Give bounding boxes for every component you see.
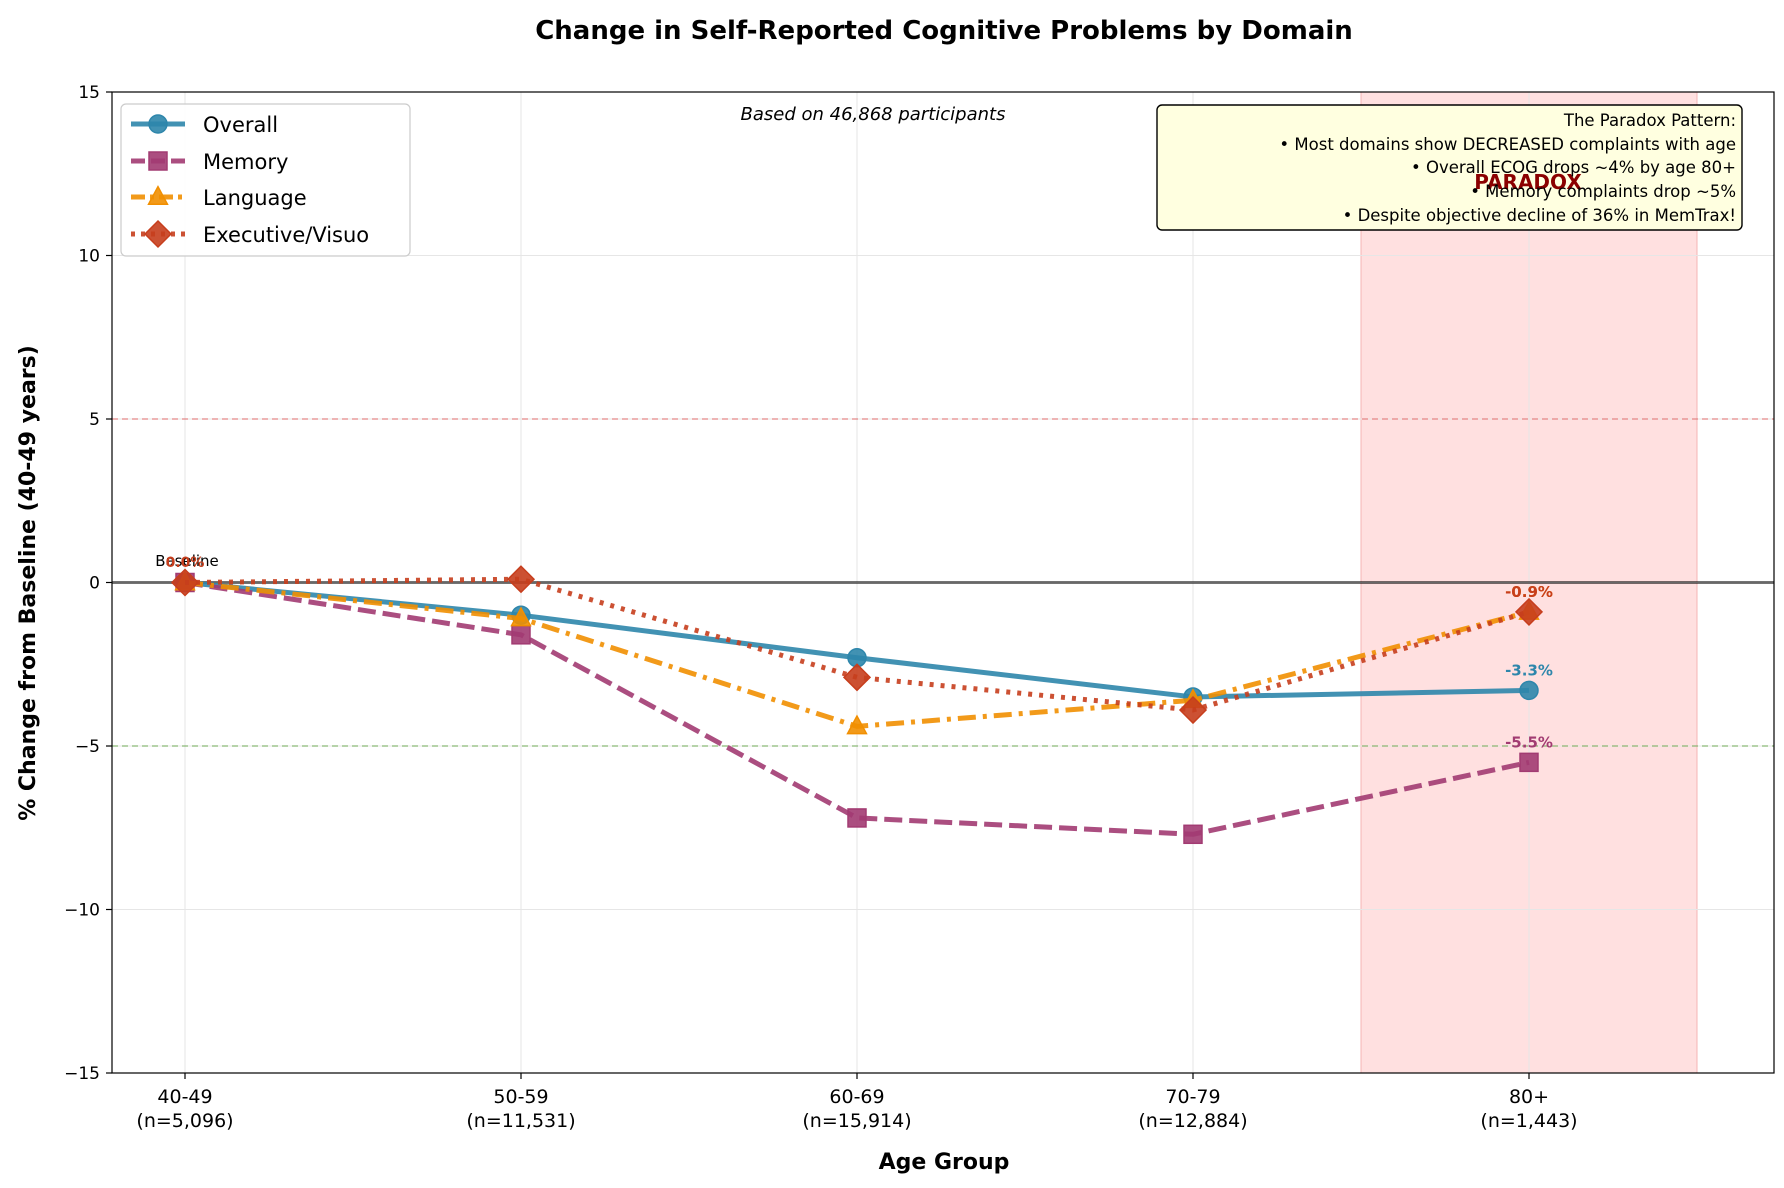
legend-label-memory: Memory [203,150,288,174]
x-tick-sublabel: (n=11,531) [466,1110,575,1132]
paradox-callout-box [1156,104,1743,231]
legend-marker-language [147,185,169,205]
data-point-executive-visuo [1514,597,1544,626]
legend-label-executive-visuo: Executive/Visuo [203,223,369,247]
x-tick-sublabel: (n=12,884) [1138,1110,1247,1132]
legend-marker-executive-visuo [143,219,173,249]
data-point-executive-visuo [1178,695,1208,725]
data-point-overall [1519,680,1539,701]
data-point-executive-visuo [170,568,200,597]
end-value-label-language: -0.9% [1505,583,1553,601]
x-tick-label: 70-79 [1165,1086,1220,1108]
chart-title: Change in Self-Reported Cognitive Proble… [535,16,1353,46]
baseline-value-label: 0.0% [166,555,205,571]
y-tick-label: −15 [64,1064,100,1084]
y-tick-label: 0 [89,574,100,594]
series-executive-visuo [170,565,1544,725]
legend-marker-overall [148,114,168,134]
paradox-callout: PARADOX The Paradox Pattern: • Most doma… [1156,104,1743,231]
x-tick-sublabel: (n=1,443) [1480,1110,1577,1132]
data-point-language [846,714,868,735]
participants-note: Based on 46,868 participants [741,104,1006,125]
paradox-callout-line-4: • Despite objective decline of 36% in Me… [1343,206,1736,225]
x-tick-sublabel: (n=15,914) [802,1110,911,1132]
end-value-label-memory: -5.5% [1505,733,1553,751]
y-tick-label: 15 [78,83,100,103]
end-value-label-executive-visuo: -0.9% [1505,583,1553,601]
x-axis-label: Age Group [879,1150,1010,1175]
paradox-callout-line-3: • Memory complaints drop ~5% [1470,182,1736,201]
legend-symbols [131,114,185,249]
data-point-memory [511,625,531,645]
data-point-executive-visuo [842,663,872,692]
series-line-memory [184,580,1530,837]
baseline-label: Baseline [155,552,219,570]
y-tick-label: −5 [75,737,100,757]
reference-lines [112,418,1774,747]
x-tick-label: 60-69 [829,1086,884,1108]
legend-label-language: Language [203,186,307,210]
legend-box [120,103,411,257]
series-lines [170,565,1544,845]
data-point-memory [1519,752,1539,773]
paradox-callout-line-2: • Overall ECOG drops ~4% by age 80+ [1411,158,1736,177]
data-point-executive-visuo [506,565,536,594]
y-axis-label: % Change from Baseline (40-49 years) [16,345,41,821]
legend: Overall Memory Language Executive/Visuo [120,103,411,257]
paradox-callout-line-1: • Most domains show DECREASED complaints… [1279,135,1736,154]
legend-marker-memory [148,151,168,171]
paradox-callout-title: The Paradox Pattern: [1563,111,1736,130]
y-tick-label: −10 [64,901,100,921]
y-tick-label: 10 [78,247,100,267]
data-point-memory [1183,824,1203,845]
paradox-region-label: PARADOX [1474,170,1582,194]
y-tick-label: 5 [89,410,100,430]
legend-label-overall: Overall [203,113,278,137]
end-value-label-overall: -3.3% [1505,661,1553,679]
x-tick-label: 80+ [1509,1086,1549,1108]
x-tick-sublabel: (n=5,096) [136,1110,233,1132]
data-point-language [510,606,532,627]
data-labels: -3.3%-5.5%-0.9%-0.9% [1505,583,1553,751]
x-tick-label: 40-49 [157,1086,212,1108]
axis-ticks: −15 −10 −5 0 5 10 15 40-49(n=5,096) 50-59(n=11,5… [64,83,1577,1132]
data-point-memory [847,808,867,828]
x-tick-label: 50-59 [493,1086,548,1108]
